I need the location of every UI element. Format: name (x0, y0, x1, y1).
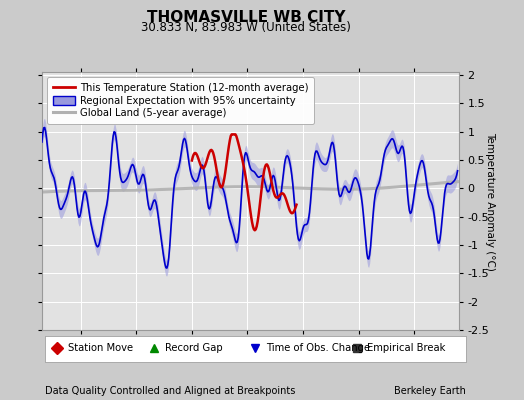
Text: 30.833 N, 83.983 W (United States): 30.833 N, 83.983 W (United States) (141, 21, 351, 34)
Text: Empirical Break: Empirical Break (367, 344, 445, 354)
Text: Berkeley Earth: Berkeley Earth (395, 386, 466, 396)
Text: Time of Obs. Change: Time of Obs. Change (266, 344, 370, 354)
Text: Station Move: Station Move (68, 344, 133, 354)
Text: THOMASVILLE WB CITY: THOMASVILLE WB CITY (147, 10, 345, 25)
Text: Data Quality Controlled and Aligned at Breakpoints: Data Quality Controlled and Aligned at B… (45, 386, 295, 396)
Legend: This Temperature Station (12-month average), Regional Expectation with 95% uncer: This Temperature Station (12-month avera… (47, 77, 314, 124)
Y-axis label: Temperature Anomaly (°C): Temperature Anomaly (°C) (485, 132, 495, 270)
Text: Record Gap: Record Gap (165, 344, 222, 354)
